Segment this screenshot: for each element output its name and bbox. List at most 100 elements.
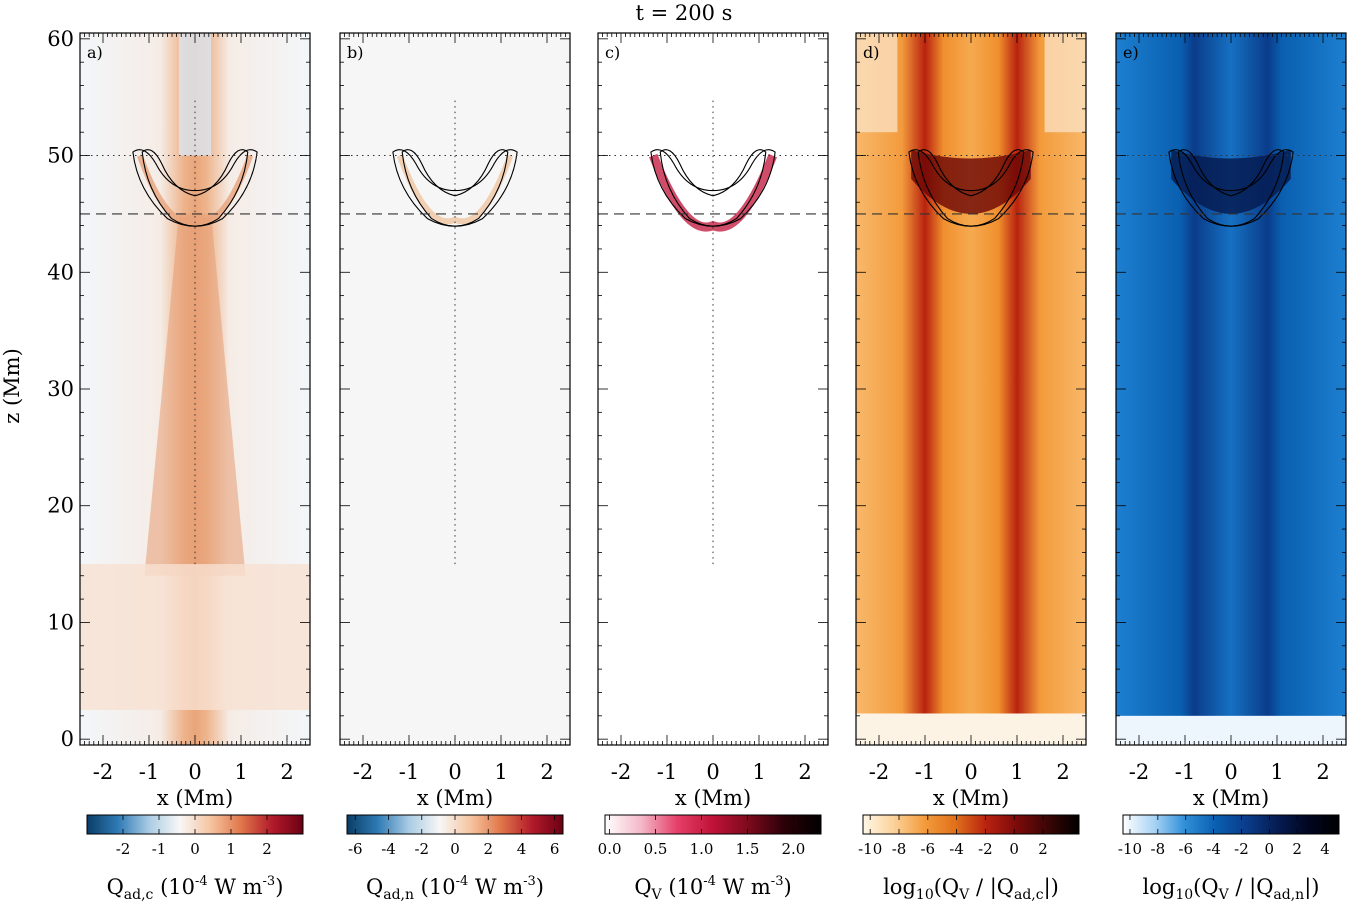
x-axis-label: x (Mm) — [675, 786, 751, 810]
colorbar-tick-label: -4 — [949, 840, 964, 858]
panel-label: d) — [863, 43, 879, 62]
x-tick-label: -2 — [353, 760, 373, 784]
x-tick-label: 2 — [280, 760, 293, 784]
x-axis-label: x (Mm) — [1193, 786, 1269, 810]
label-rest: W m — [468, 875, 523, 899]
y-axis-label: z (Mm) — [0, 348, 24, 424]
flux-tube-outer-contour — [650, 149, 776, 227]
x-tick-label: 1 — [494, 760, 507, 784]
flux-tube-inner-contour — [1177, 149, 1285, 227]
colorbar-tick-label: 2 — [1038, 840, 1048, 858]
label-close: |) — [1044, 875, 1059, 900]
label-sub: V — [651, 887, 663, 903]
label-rest: W m — [208, 875, 263, 899]
flux-tube-inner-contour — [141, 149, 249, 227]
x-tick-label: 2 — [1056, 760, 1069, 784]
colorbar-ramp — [862, 814, 1080, 835]
colorbar-tick-label: 0 — [1009, 840, 1019, 858]
label-mid: / |Q — [1229, 875, 1274, 900]
label-main: log — [1143, 875, 1176, 899]
label-exp: -4 — [703, 874, 716, 889]
colorbar-label: Qad,c (10-4 W m-3) — [107, 874, 284, 903]
colorbar-tick-label: -6 — [348, 840, 363, 858]
colorbar-tick-label: -2 — [414, 840, 429, 858]
x-tick-label: 0 — [1224, 760, 1237, 784]
heatmap-field — [598, 33, 828, 745]
label-sub: 10 — [1175, 887, 1193, 903]
tube-arc — [396, 154, 514, 225]
colorbar-tick-label: -10 — [858, 840, 882, 858]
tube-arc — [136, 154, 254, 225]
colorbar-tick-label: -2 — [1234, 840, 1249, 858]
x-tick-label: 1 — [752, 760, 765, 784]
flux-tube-inner-contour — [659, 149, 767, 227]
label-close: ) — [783, 875, 791, 899]
x-tick-label: 2 — [798, 760, 811, 784]
x-tick-label: 1 — [234, 760, 247, 784]
label-main: log — [883, 875, 916, 899]
x-tick-label: -2 — [93, 760, 113, 784]
colorbar-tick-label: 4 — [1320, 840, 1330, 858]
label-sub: 10 — [916, 887, 934, 903]
label-close: ) — [536, 875, 544, 899]
x-tick-label: -1 — [1175, 760, 1195, 784]
upper-cooling-column — [178, 33, 212, 156]
x-axis-label: x (Mm) — [157, 786, 233, 810]
colorbar-tick-label: -4 — [381, 840, 396, 858]
label-exp2: -3 — [523, 874, 536, 889]
x-tick-label: -2 — [869, 760, 889, 784]
label-sub: ad,c — [124, 887, 154, 903]
colorbar-tick-label: 0 — [1265, 840, 1275, 858]
heatmap-field — [340, 33, 570, 745]
heating-arc — [649, 153, 777, 232]
colorbar-ramp — [1122, 814, 1340, 835]
x-tick-label: -1 — [139, 760, 159, 784]
colorbar-tick-label: -2 — [978, 840, 993, 858]
x-tick-label: 1 — [1010, 760, 1023, 784]
heatmap-field — [1116, 33, 1346, 745]
label-main: Q — [366, 875, 383, 899]
colorbar-label: Qad,n (10-4 W m-3) — [366, 874, 544, 903]
label-close: ) — [275, 875, 283, 899]
colorbar-tick-label: -8 — [892, 840, 907, 858]
flux-tube-inner-contour — [401, 149, 509, 227]
colorbar-tick-label: 0.5 — [644, 840, 668, 858]
colorbar-tick-label: 2 — [483, 840, 493, 858]
colorbar-tick-label: -2 — [116, 840, 131, 858]
label-units: (10 — [414, 875, 456, 899]
colorbar-tick-label: 2 — [1292, 840, 1302, 858]
label-close: |) — [1304, 875, 1319, 900]
label-sub2: V — [958, 887, 970, 903]
colorbar-tick-label: -6 — [920, 840, 935, 858]
x-tick-label: 0 — [706, 760, 719, 784]
colorbar-tick-label: 1.5 — [736, 840, 760, 858]
flux-tube-outer-contour — [132, 149, 258, 227]
colorbar-tick-label: -10 — [1118, 840, 1142, 858]
x-tick-label: 0 — [964, 760, 977, 784]
panel-3: -2 -1 0 1 2 c) x (Mm) 0.0 0.5 1.0 1.5 2.0 QV (10-4 W… — [597, 32, 829, 903]
label-rest: W m — [716, 875, 771, 899]
colorbar-tick-label: 6 — [550, 840, 560, 858]
colorbar-tick-label: -6 — [1178, 840, 1193, 858]
y-tick-label: 50 — [47, 144, 74, 168]
colorbar-tick-label: 0 — [190, 840, 200, 858]
figure-title: t = 200 s — [636, 1, 733, 25]
x-axis-label: x (Mm) — [417, 786, 493, 810]
y-tick-label: 20 — [47, 494, 74, 518]
label-exp: -4 — [195, 874, 208, 889]
colorbar-tick-label: 2 — [262, 840, 272, 858]
colorbar-label: log10(QV / |Qad,n|) — [1143, 875, 1320, 903]
x-tick-label: 0 — [188, 760, 201, 784]
x-tick-label: 0 — [448, 760, 461, 784]
flux-tube-outer-contour — [392, 149, 518, 227]
colorbar-tick-label: 4 — [517, 840, 527, 858]
label-main: Q — [634, 875, 651, 899]
label-mid: / |Q — [969, 875, 1014, 900]
colorbar-label: log10(QV / |Qad,c|) — [883, 875, 1059, 903]
colorbar-tick-label: -1 — [152, 840, 167, 858]
label-sub3: ad,n — [1273, 887, 1304, 903]
